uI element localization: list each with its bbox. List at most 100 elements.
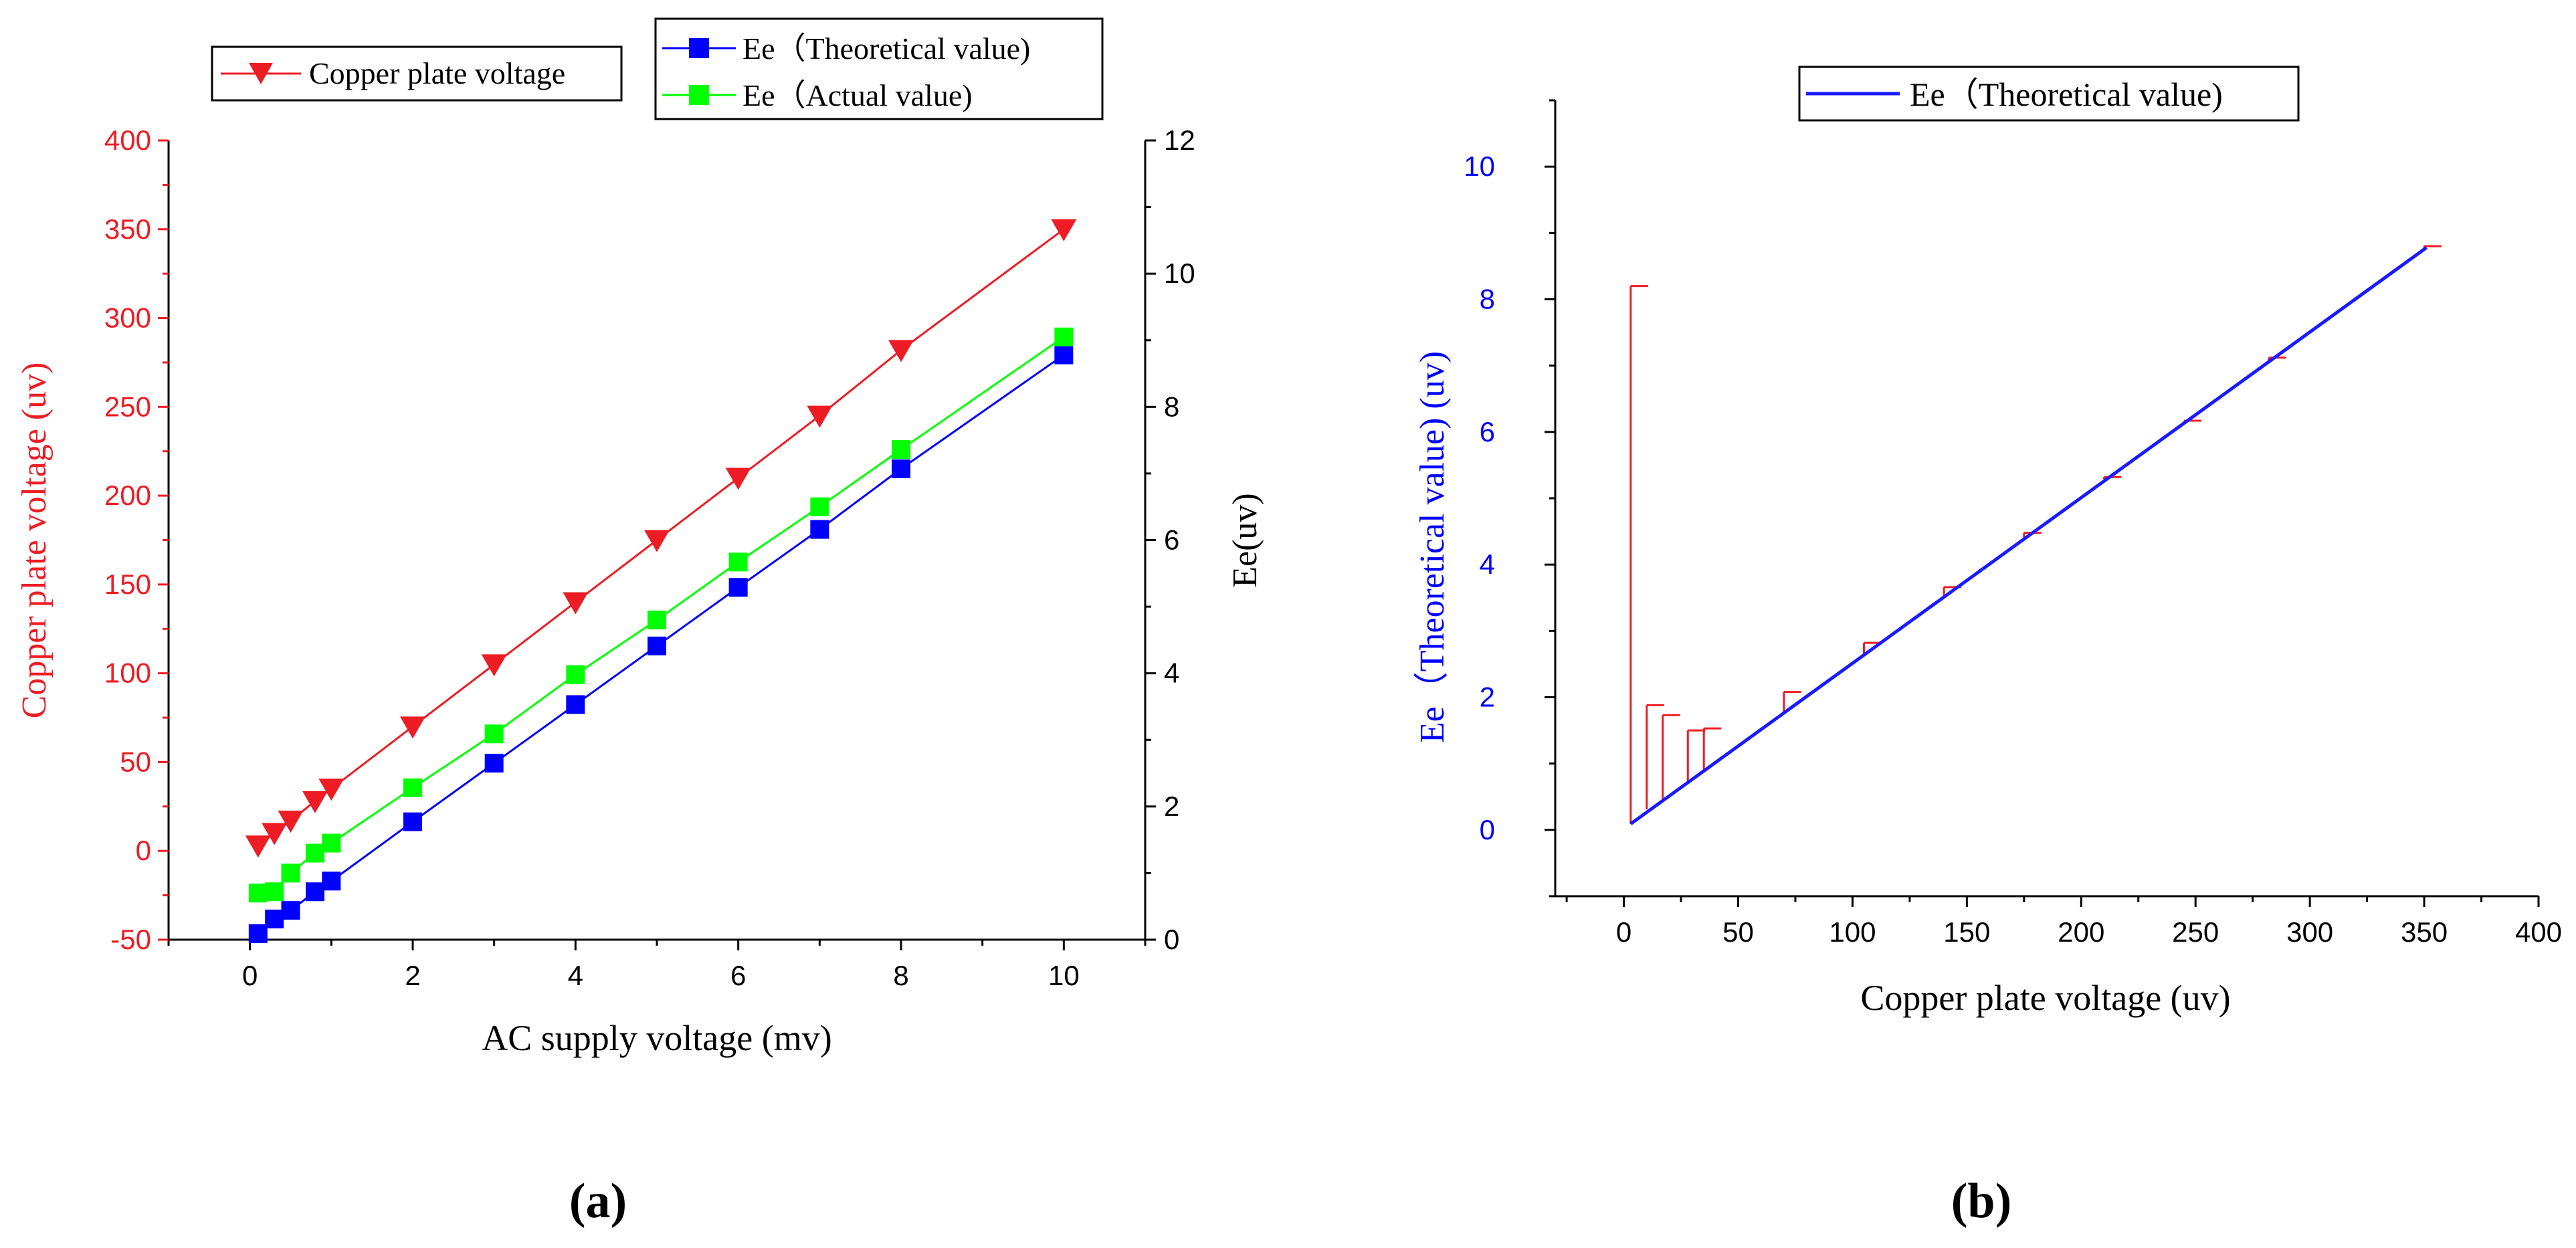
a-y-left-tick-label: 100 — [104, 657, 151, 689]
a-marker-actual — [281, 863, 300, 883]
a-marker-copper — [400, 716, 425, 739]
legend-left: Copper plate voltage — [211, 45, 623, 102]
a-marker-copper — [725, 467, 751, 490]
a-marker-actual — [810, 497, 829, 516]
b-x-tick-label: 350 — [2401, 916, 2448, 948]
a-marker-actual — [566, 665, 585, 684]
b-x-tick-label: 0 — [1616, 916, 1631, 948]
a-y-left-tick-label: 250 — [104, 391, 151, 422]
a-x-tick-label: 4 — [568, 960, 583, 991]
a-series-lines — [257, 228, 1065, 935]
a-marker-theoretical — [484, 754, 504, 773]
legend-left-label: Copper plate voltage — [309, 56, 565, 90]
b-y-axis-label: Ee（Theoretical value) (uv) — [1413, 351, 1452, 743]
a-marker-actual — [728, 552, 748, 572]
a-marker-copper — [563, 592, 589, 615]
a-marker-actual — [322, 833, 341, 853]
a-marker-actual — [403, 778, 422, 797]
a-marker-theoretical — [322, 871, 341, 891]
a-marker-theoretical — [265, 910, 284, 929]
a-marker-actual — [265, 882, 284, 902]
b-x-tick-label: 100 — [1829, 916, 1876, 948]
a-marker-theoretical — [566, 695, 585, 714]
a-x-tick-label: 0 — [242, 960, 258, 991]
a-y-ticks-right: 0 2 4 6 8 10 12 — [1145, 124, 1195, 955]
a-marker-theoretical — [306, 882, 324, 902]
a-y-left-tick-label: -50 — [110, 924, 151, 955]
panel-label-a: (a) — [569, 1174, 627, 1229]
b-x-tick-label: 300 — [2286, 916, 2333, 948]
a-marker-copper — [888, 340, 914, 362]
a-marker-theoretical — [648, 636, 666, 655]
a-marker-copper — [807, 405, 833, 428]
a-y-left-tick-label: 150 — [104, 568, 151, 600]
b-x-tick-label: 200 — [2058, 916, 2104, 948]
a-marker-theoretical — [810, 520, 829, 539]
b-x-ticks: 0 50 100 150 200 250 300 350 400 — [1565, 896, 2562, 948]
panel-b-chart: Ee（Theoretical value) 0 50 100 150 200 250 300… — [1413, 66, 2562, 1229]
a-marker-copper — [245, 835, 271, 858]
a-y-right-tick-label: 8 — [1164, 391, 1179, 422]
a-x-tick-label: 2 — [405, 960, 420, 991]
b-x-tick-label: 400 — [2515, 916, 2562, 948]
a-series-markers — [245, 219, 1077, 944]
a-marker-theoretical — [403, 812, 422, 831]
legend-right-marker-2 — [689, 85, 709, 105]
a-marker-actual — [306, 843, 324, 863]
a-x-ticks: 0 2 4 6 8 10 — [167, 940, 1147, 991]
a-y-left-tick-label: 300 — [104, 302, 151, 334]
legend-b-label: Ee（Theoretical value) — [1910, 76, 2223, 113]
a-marker-actual — [484, 724, 504, 744]
a-marker-actual — [648, 611, 666, 629]
a-marker-copper — [278, 811, 304, 833]
a-marker-theoretical — [1054, 345, 1074, 365]
a-marker-copper — [262, 823, 288, 845]
a-x-tick-label: 10 — [1048, 960, 1080, 991]
a-y-right-tick-label: 0 — [1164, 924, 1179, 955]
a-y-left-tick-label: 0 — [136, 835, 151, 866]
a-x-axis-label: AC supply voltage (mv) — [482, 1018, 831, 1058]
a-y-right-tick-label: 4 — [1164, 657, 1179, 689]
a-x-tick-label: 6 — [730, 960, 746, 991]
a-marker-actual — [1054, 327, 1074, 346]
a-marker-copper — [1051, 219, 1077, 241]
a-marker-copper — [481, 654, 507, 677]
b-y-tick-label: 8 — [1480, 284, 1495, 315]
b-x-tick-label: 250 — [2172, 916, 2219, 948]
b-y-tick-label: 0 — [1480, 814, 1495, 845]
panel-a-chart: Copper plate voltage Ee（Theoretical valu… — [15, 17, 1264, 1229]
a-marker-copper — [644, 530, 670, 552]
a-marker-copper — [302, 791, 328, 813]
b-x-axis-label: Copper plate voltage (uv) — [1860, 978, 2230, 1018]
a-x-tick-label: 8 — [893, 960, 908, 991]
a-marker-actual — [248, 883, 268, 903]
a-y-left-tick-label: 50 — [120, 746, 151, 777]
legend-right-frame — [654, 17, 1104, 120]
legend-right-marker-1 — [689, 38, 709, 58]
legend-left-marker — [249, 63, 273, 84]
legend-right: Ee（Theoretical value) Ee（Actual value) — [654, 17, 1104, 120]
a-marker-copper — [318, 778, 344, 801]
b-y-tick-label: 6 — [1480, 416, 1495, 447]
a-marker-theoretical — [281, 901, 300, 920]
b-y-tick-label: 2 — [1480, 682, 1495, 713]
a-marker-theoretical — [728, 578, 748, 597]
a-y-right-tick-label: 10 — [1164, 257, 1195, 289]
b-y-ticks: 0 2 4 6 8 10 — [1464, 99, 1555, 898]
panel-label-b: (b) — [1951, 1174, 2011, 1229]
legend-b: Ee（Theoretical value) — [1798, 66, 2300, 122]
a-marker-theoretical — [248, 924, 268, 944]
legend-right-label-1: Ee（Theoretical value) — [742, 31, 1030, 66]
a-y-ticks-left: -50 0 50 100 150 200 250 300 350 400 — [104, 124, 169, 955]
b-y-tick-label: 4 — [1480, 548, 1495, 580]
a-y-axis-label-right: Ee(uv) — [1226, 493, 1264, 587]
a-y-left-tick-label: 400 — [104, 124, 151, 156]
b-series-line-0 — [1629, 246, 2428, 825]
a-y-right-tick-label: 12 — [1164, 124, 1195, 156]
legend-right-label-2: Ee（Actual value) — [742, 78, 973, 112]
b-y-tick-label: 10 — [1464, 150, 1495, 182]
a-y-right-tick-label: 6 — [1164, 524, 1179, 556]
a-y-left-tick-label: 200 — [104, 480, 151, 511]
a-marker-theoretical — [892, 459, 910, 478]
